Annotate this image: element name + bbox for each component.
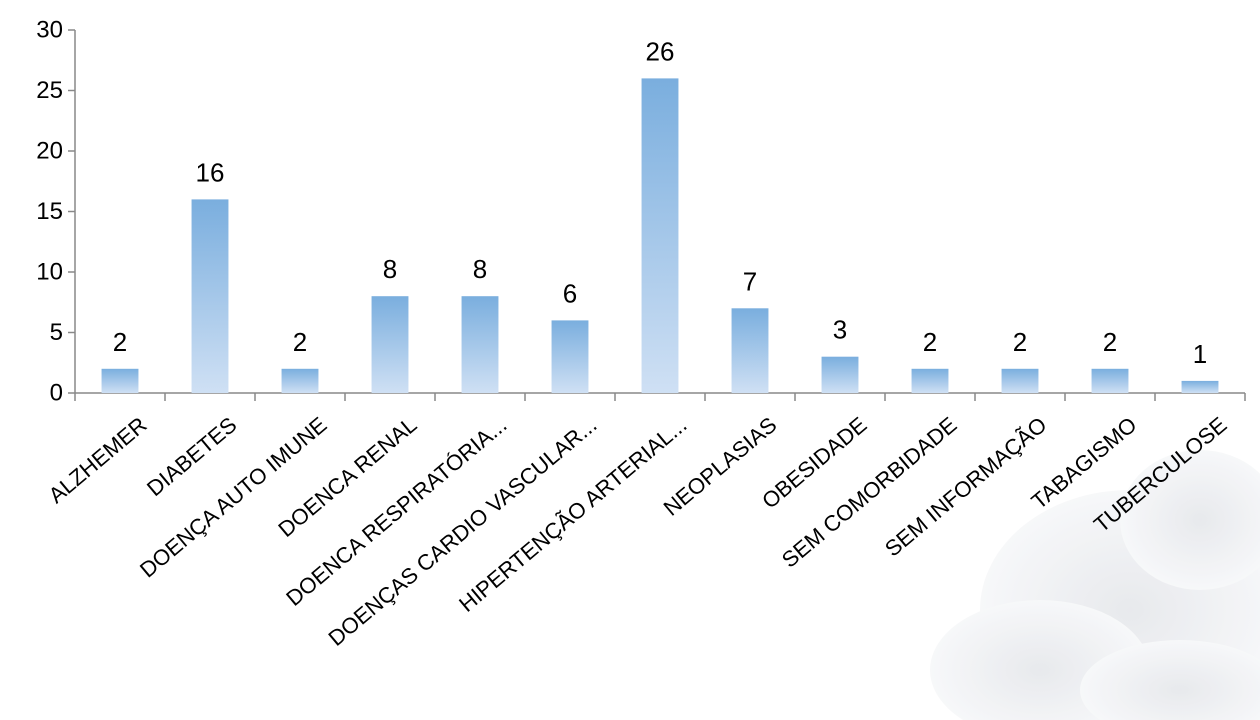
bar (911, 368, 949, 393)
data-label: 1 (1193, 339, 1207, 369)
data-label: 8 (473, 254, 487, 284)
data-label: 16 (196, 157, 225, 187)
y-tick-label: 15 (36, 198, 63, 225)
data-label: 6 (563, 278, 577, 308)
y-tick-label: 25 (36, 77, 63, 104)
bar (551, 320, 589, 393)
bars (101, 78, 1219, 394)
y-tick-label: 0 (50, 380, 63, 407)
bar (1001, 368, 1039, 393)
data-label: 3 (833, 315, 847, 345)
bar (731, 308, 769, 393)
data-label: 26 (646, 36, 675, 66)
bar (1091, 368, 1129, 393)
y-tick-label: 30 (36, 17, 63, 44)
bar (821, 356, 859, 393)
data-label: 2 (1013, 327, 1027, 357)
y-tick-label: 10 (36, 259, 63, 286)
category-label: SEM COMORBIDADE (777, 412, 962, 573)
data-label: 2 (293, 327, 307, 357)
bar (1181, 380, 1219, 393)
category-label: ALZHEMER (44, 412, 152, 508)
y-axis: 0 5 10 15 20 25 30 (36, 17, 76, 407)
data-label: 2 (1103, 327, 1117, 357)
bar (191, 199, 229, 393)
bar (101, 368, 139, 393)
y-tick-label: 20 (36, 138, 63, 165)
data-label: 8 (383, 254, 397, 284)
bar (281, 368, 319, 393)
x-axis (74, 392, 1246, 401)
data-label: 2 (113, 327, 127, 357)
data-label: 2 (923, 327, 937, 357)
data-label: 7 (743, 266, 757, 296)
data-labels: 2 16 2 8 8 6 26 7 3 2 2 2 1 (113, 36, 1207, 369)
y-tick-label: 5 (50, 319, 63, 346)
bar (371, 296, 409, 393)
bar (461, 296, 499, 393)
bar (641, 78, 679, 394)
decorative-background-art (930, 450, 1260, 720)
